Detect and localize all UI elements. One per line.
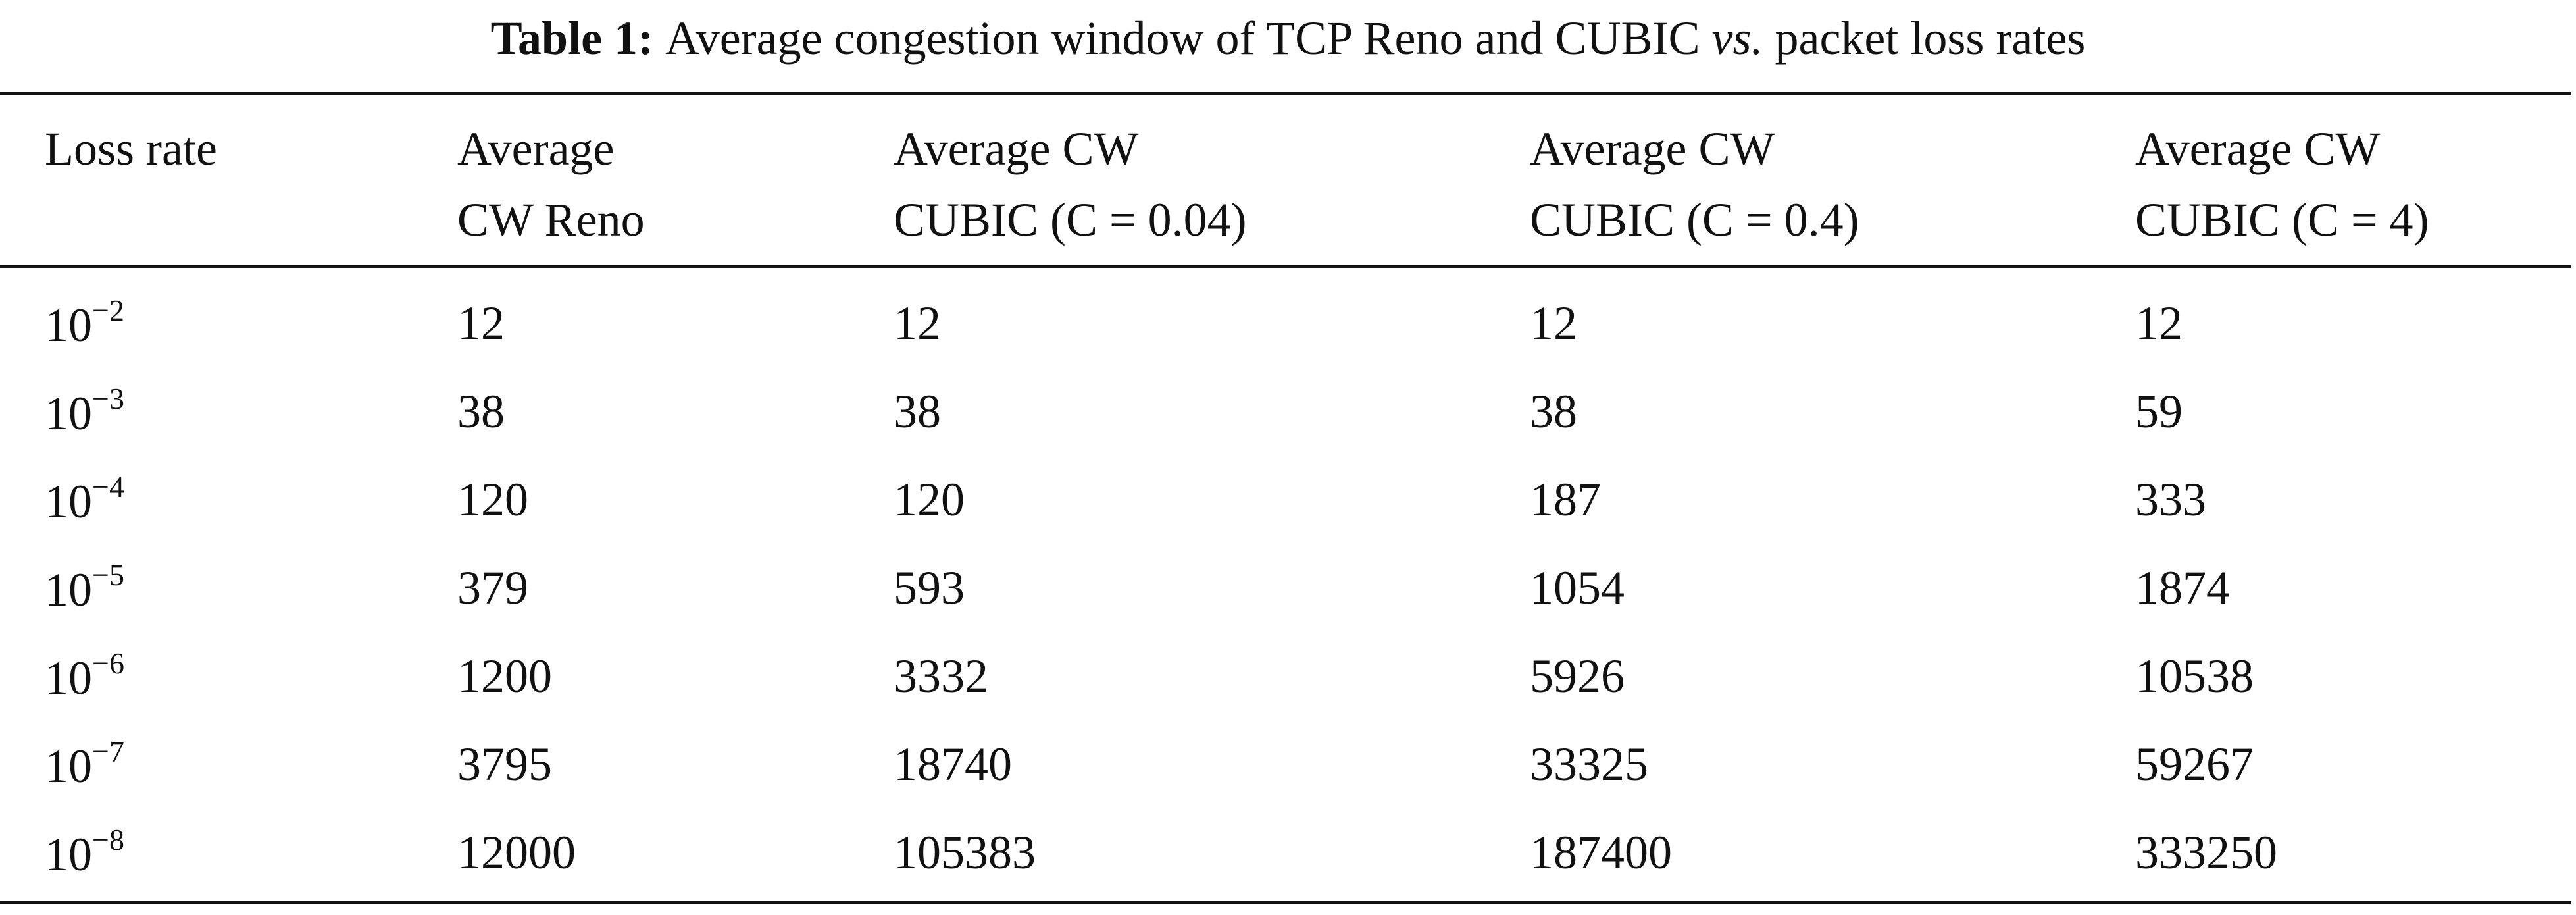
caption-text: Average congestion window of TCP Reno an… [665, 12, 1700, 65]
cell-value: 12 [457, 297, 505, 350]
cell-value: 33325 [1530, 738, 1648, 791]
cell-value: 38 [1530, 385, 1577, 438]
caption-text-end: packet loss rates [1775, 12, 2086, 65]
cell-value: 59 [2135, 385, 2183, 438]
cell-value: 12000 [457, 826, 576, 879]
loss-rate: 10−7 [45, 737, 124, 793]
loss-rate: 10−2 [45, 296, 124, 352]
cell-value: 12 [894, 297, 941, 350]
loss-rate: 10−3 [45, 384, 124, 440]
cell-value: 5926 [1530, 650, 1625, 702]
loss-rate-exponent: −4 [92, 470, 124, 504]
header-cell: CW Reno [457, 194, 645, 246]
cell-value: 3795 [457, 738, 552, 791]
loss-rate-exponent: −2 [92, 294, 124, 327]
header-cell: CUBIC (C = 4) [2135, 194, 2429, 246]
loss-rate-base: 10 [45, 828, 92, 881]
cell-value: 593 [894, 562, 965, 614]
cell-value: 120 [457, 473, 528, 526]
cell-value: 333 [2135, 473, 2206, 526]
loss-rate-base: 10 [45, 475, 92, 528]
loss-rate-exponent: −8 [92, 823, 124, 856]
loss-rate-base: 10 [45, 299, 92, 352]
loss-rate-exponent: −3 [92, 382, 124, 415]
loss-rate-exponent: −5 [92, 558, 124, 592]
loss-rate-base: 10 [45, 563, 92, 616]
cell-value: 12 [1530, 297, 1577, 350]
cell-value: 379 [457, 562, 528, 614]
loss-rate: 10−5 [45, 560, 124, 616]
cell-value: 333250 [2135, 826, 2277, 879]
loss-rate-exponent: −7 [92, 735, 124, 768]
cell-value: 10538 [2135, 650, 2254, 702]
cell-value: 18740 [894, 738, 1012, 791]
header-cell: Average CW [2135, 122, 2381, 175]
cell-value: 120 [894, 473, 965, 526]
cell-value: 187 [1530, 473, 1601, 526]
bottom-rule [0, 901, 2571, 904]
loss-rate-exponent: −6 [92, 646, 124, 680]
cell-value: 1200 [457, 650, 552, 702]
header-cell: CUBIC (C = 0.04) [894, 194, 1247, 246]
loss-rate-base: 10 [45, 740, 92, 793]
cell-value: 3332 [894, 650, 988, 702]
table-caption: Table 1: Average congestion window of TCP… [0, 14, 2576, 62]
header-cell: Average [457, 122, 615, 175]
cell-value: 1054 [1530, 562, 1625, 614]
cell-value: 38 [457, 385, 505, 438]
loss-rate-base: 10 [45, 652, 92, 704]
cell-value: 12 [2135, 297, 2183, 350]
caption-label: Table 1: [490, 12, 654, 65]
loss-rate: 10−6 [45, 648, 124, 704]
loss-rate: 10−8 [45, 825, 124, 881]
cell-value: 38 [894, 385, 941, 438]
cell-value: 187400 [1530, 826, 1672, 879]
header-cell: Average CW [1530, 122, 1775, 175]
loss-rate: 10−4 [45, 472, 124, 528]
header-cell: Loss rate [45, 122, 217, 175]
header-rule [0, 265, 2571, 268]
loss-rate-base: 10 [45, 387, 92, 440]
caption-italic: vs. [1711, 12, 1763, 65]
cell-value: 105383 [894, 826, 1036, 879]
top-rule [0, 92, 2571, 95]
cell-value: 1874 [2135, 562, 2230, 614]
header-cell: Average CW [894, 122, 1139, 175]
cell-value: 59267 [2135, 738, 2254, 791]
header-cell: CUBIC (C = 0.4) [1530, 194, 1859, 246]
